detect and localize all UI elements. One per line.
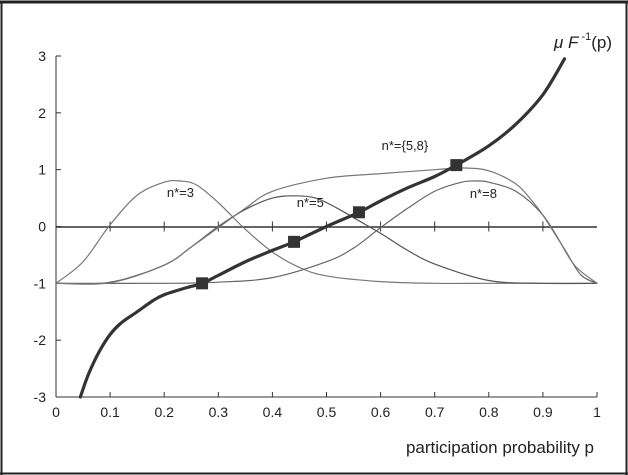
y-tick-label: 1 (38, 162, 46, 178)
series-line-n-3 (55, 179, 598, 285)
x-tick-label: 1 (593, 404, 601, 420)
x-axis-title: participation probability p (406, 438, 594, 457)
x-tick-label: 0.2 (154, 404, 174, 420)
intersection-marker (450, 159, 463, 172)
series-line-n-8 (55, 180, 598, 285)
intersection-marker (196, 277, 209, 290)
x-tick-label: 0.5 (317, 404, 337, 420)
x-tick-label: 0.9 (533, 404, 553, 420)
curve-label: μ F -1(p) (553, 31, 612, 52)
tick-labels: 0 0.1 0.2 0.3 0.4 0.5 0.6 0.7 0.8 0.9 1 -3 -2 -1 0 1 2 3 (34, 48, 602, 420)
x-tick-label: 0.3 (209, 404, 229, 420)
series-annotation: n*=5 (297, 195, 324, 210)
intersection-marker (288, 235, 301, 248)
main-curve-line (78, 57, 567, 399)
marker-layer (196, 159, 463, 290)
x-tick-label: 0.7 (425, 404, 445, 420)
x-tick-label: 0.4 (263, 404, 283, 420)
y-tick-label: 0 (38, 219, 46, 235)
curve-label-prefix: μ F (553, 33, 580, 52)
series-annotation: n*=8 (470, 186, 497, 201)
series-annotation: n*=3 (167, 185, 194, 200)
annotation-layer: n*=3 n*=5 n*=8 n*={5,8} (167, 138, 497, 210)
y-tick-label: 3 (38, 48, 46, 64)
x-tick-label: 0.6 (371, 404, 391, 420)
curve-label-sup: -1 (578, 31, 591, 43)
y-tick-label: -3 (34, 389, 47, 405)
intersection-marker (352, 206, 365, 219)
x-tick-label: 0.8 (479, 404, 499, 420)
curve-label-suffix: (p) (591, 33, 612, 52)
series-line-n-5 (55, 195, 598, 285)
y-tick-label: 2 (38, 105, 46, 121)
y-tick-label: -1 (34, 275, 47, 291)
series-annotation: n*={5,8} (382, 138, 429, 153)
series-layer (55, 57, 598, 399)
series-line-n-5-8 (55, 167, 598, 285)
y-tick-label: -2 (34, 332, 47, 348)
x-tick-label: 0 (52, 404, 60, 420)
x-tick-label: 0.1 (100, 404, 120, 420)
